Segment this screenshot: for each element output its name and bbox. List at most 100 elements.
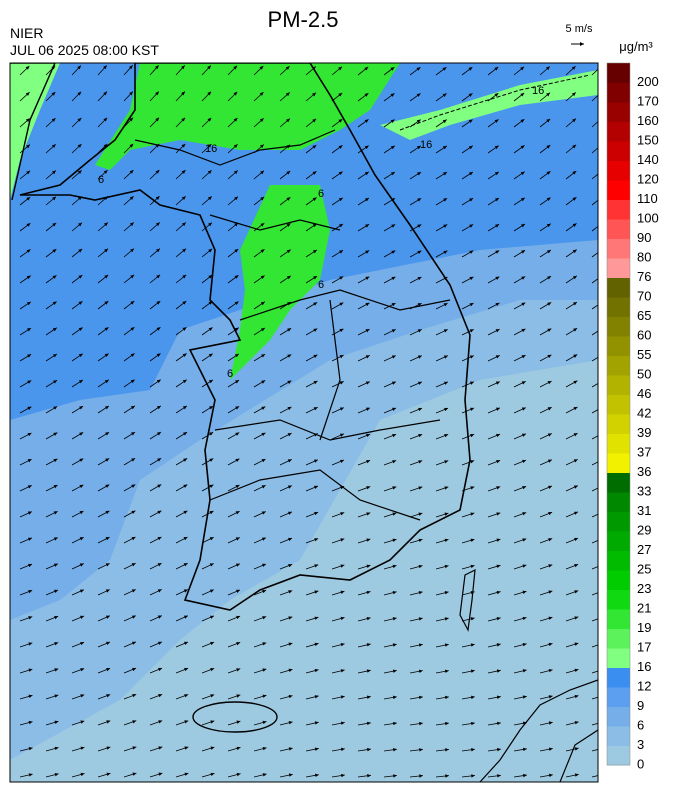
wind-arrow-head [26,249,31,253]
wind-arrow-head [53,485,58,489]
wind-arrow-head [288,694,293,699]
wind-arrow-head [129,196,134,200]
colorbar-swatch [607,238,630,259]
wind-arrow-head [183,458,188,462]
wind-arrow-head [28,616,33,620]
wind-arrow-head [522,616,527,621]
contour-label: 6 [318,188,324,200]
wind-arrow-head [132,720,137,724]
wind-arrow-head [522,695,527,699]
wind-arrow-head [28,668,33,672]
wind-arrow-head [158,667,163,672]
colorbar-swatch [607,102,630,122]
wind-arrow-head [313,302,318,306]
wind-arrow-head [522,642,527,647]
wind-arrow [591,775,598,778]
wind-arrow-head [287,485,292,489]
wind-arrow-head [261,459,266,463]
wind-arrow-head [470,643,475,647]
wind-arrow-head [495,198,499,202]
wind-arrow-head [27,432,32,437]
wind-arrow-head [54,615,59,620]
wind-arrow-head [130,274,135,279]
wind-arrow-head [131,458,136,462]
wind-arrow-head [573,354,578,358]
wind-arrow-head [392,564,397,569]
wind-arrow-head [182,301,187,305]
wind-arrow-head [131,589,136,593]
wind-arrow-head [496,433,501,438]
wind-arrow-head [338,119,343,123]
wind-arrow-head [103,117,108,122]
wind-arrow-head [574,642,579,646]
wind-arrow-head [339,302,344,306]
wind-arrow-head [287,302,291,306]
wind-arrow-head [364,145,369,150]
wind-arrow-head [53,511,58,515]
wind-arrow-head [314,642,319,647]
wind-arrow-head [600,538,604,541]
wind-arrow-head [392,512,397,516]
wind-arrow-head [468,67,473,71]
wind-arrow [591,94,598,102]
wind-arrow-head [27,537,32,541]
wind-arrow-head [106,641,111,646]
wind-arrow [591,749,598,752]
wind-arrow-head [572,275,577,280]
wind-arrow-head [391,224,396,228]
wind-arrow-head [366,643,371,647]
wind-arrow-head [208,327,213,331]
wind-arrow-head [262,746,267,751]
wind-arrow-head [548,485,553,489]
wind-arrow-head [496,695,501,699]
wind-arrow-head [469,381,474,385]
wind-arrow-head [547,407,552,411]
wind-arrow-head [548,668,553,673]
colorbar-label: 200 [637,74,659,89]
wind-arrow-head [522,512,527,516]
wind-arrow-head [470,669,475,673]
wind-arrow-head [288,668,293,673]
wind-arrow-head [366,695,371,699]
wind-arrow-head [26,144,30,149]
wind-arrow-head [520,197,525,202]
wind-arrow-head [523,773,527,778]
wind-arrow-head [339,407,344,411]
wind-arrow-head [494,93,499,97]
wind-arrow-head [156,327,161,331]
wind-arrow-head [78,275,83,279]
wind-arrow-head [314,773,319,778]
wind-arrow-head [600,642,604,645]
wind-arrow-head [235,432,240,436]
wind-arrow-head [469,276,474,281]
wind-arrow-head [600,485,604,488]
wind-arrow-head [182,327,187,331]
wind-arrow-head [182,379,187,384]
wind-arrow-head [521,250,526,254]
wind-arrow-head [495,407,500,411]
wind-arrow-head [129,143,134,148]
wind-arrow-head [208,379,213,384]
colorbar-swatch [607,180,630,200]
wind-arrow-head [392,617,397,621]
contour-label: 6 [98,174,104,186]
wind-arrow-head [545,66,550,71]
wind-arrow-head [574,668,579,673]
zone-green-ne [380,70,598,140]
wind-arrow-head [313,459,318,463]
wind-arrow-head [469,250,474,254]
wind-arrow-head [182,274,187,279]
tsushima [459,568,476,632]
wind-arrow-head [286,170,291,175]
wind-arrow-head [339,381,344,385]
colorbar-swatch [607,706,630,727]
colorbar-swatch [607,121,630,142]
colorbar-label: 36 [637,464,651,479]
wind-arrow-head [208,275,213,279]
wind-arrow-head [259,144,264,149]
wind-arrow-head [367,747,371,752]
wind-arrow-head [26,170,31,175]
wind-arrow-head [443,381,448,385]
wind-arrow-head [522,590,527,594]
